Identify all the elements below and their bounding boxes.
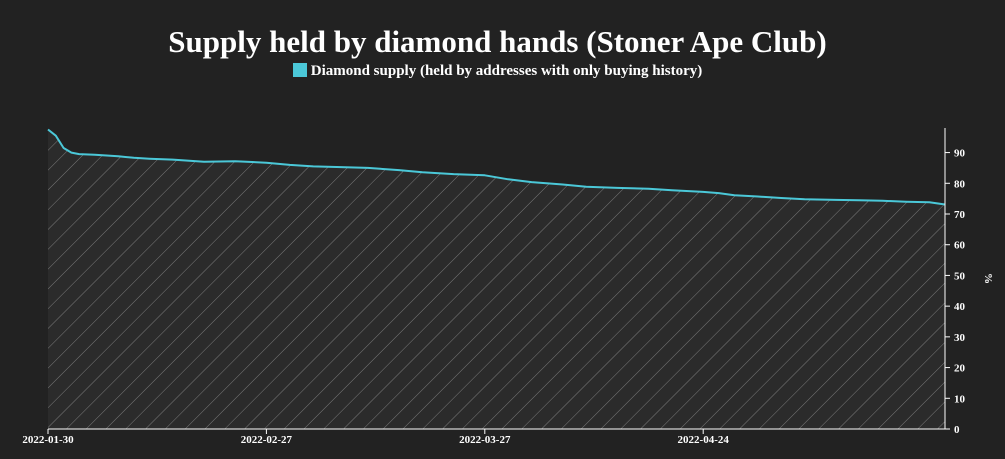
x-tick-label: 2022-02-27 — [241, 434, 293, 446]
x-tick-label: 2022-03-27 — [459, 434, 511, 446]
y-tick-label: 40 — [954, 301, 966, 313]
legend-swatch — [292, 63, 307, 77]
y-axis-label: % — [982, 273, 994, 284]
legend-label: Diamond supply (held by addresses with o… — [310, 63, 703, 79]
y-tick-label: 50 — [954, 270, 966, 282]
y-tick-label: 0 — [954, 424, 960, 436]
x-tick-label: 2022-04-24 — [678, 434, 730, 446]
y-tick-label: 30 — [954, 332, 966, 344]
y-tick-label: 20 — [954, 363, 966, 375]
axes: 0 10 20 30 40 50 60 70 80 90 2022-01-30 2022-02-27 2… — [22, 128, 994, 446]
y-tick-label: 70 — [954, 209, 966, 221]
y-tick-label: 80 — [954, 178, 966, 190]
series-area-fill — [48, 129, 945, 429]
legend[interactable]: Diamond supply (held by addresses with o… — [0, 63, 995, 80]
y-tick-label: 90 — [954, 148, 966, 160]
chart-title: Supply held by diamond hands (Stoner Ape… — [168, 24, 827, 59]
series-line — [47, 128, 946, 206]
y-tick-label: 60 — [954, 240, 966, 252]
plot-area — [48, 129, 945, 429]
y-tick-label: 10 — [954, 393, 966, 405]
series-layer — [47, 128, 946, 206]
x-tick-label: 2022-01-30 — [22, 434, 74, 446]
